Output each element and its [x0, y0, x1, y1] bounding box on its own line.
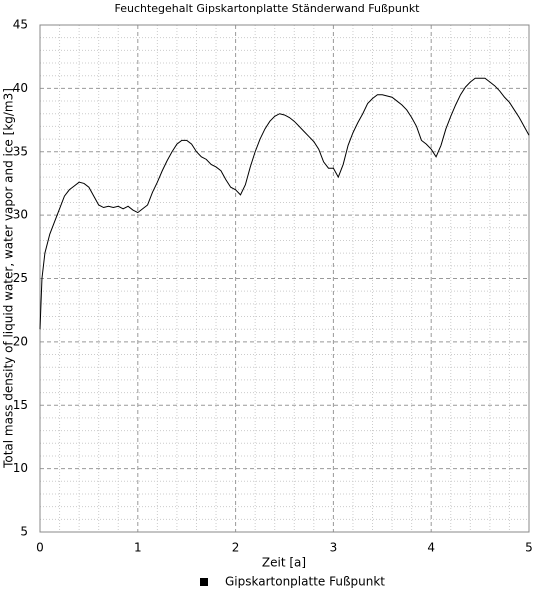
legend-marker [200, 578, 208, 586]
legend-label: Gipskartonplatte Fußpunkt [225, 575, 385, 589]
y-axis-label: Total mass density of liquid water, wate… [2, 88, 16, 469]
x-tick-label: 1 [134, 541, 142, 555]
y-tick-label: 40 [13, 81, 28, 95]
x-tick-label: 4 [427, 541, 435, 555]
x-tick-label: 3 [330, 541, 338, 555]
y-tick-label: 30 [13, 208, 28, 222]
x-tick-label: 0 [36, 541, 44, 555]
y-tick-label: 5 [20, 525, 28, 539]
y-tick-label: 20 [13, 334, 28, 348]
y-tick-label: 10 [13, 461, 28, 475]
data-line [39, 77, 530, 330]
x-tick-label: 5 [525, 541, 533, 555]
plot-frame [39, 24, 530, 533]
chart-title: Feuchtegehalt Gipskartonplatte Ständerwa… [114, 2, 420, 15]
x-axis-label: Zeit [a] [262, 556, 306, 570]
y-tick-label: 35 [13, 144, 28, 158]
x-tick-label: 2 [232, 541, 240, 555]
y-tick-label: 15 [13, 398, 28, 412]
y-tick-label: 45 [13, 18, 28, 32]
y-tick-label: 25 [13, 271, 28, 285]
